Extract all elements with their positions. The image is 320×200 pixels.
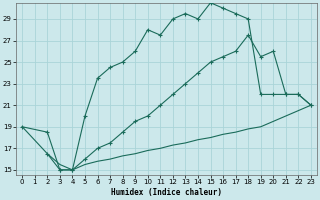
X-axis label: Humidex (Indice chaleur): Humidex (Indice chaleur) [111, 188, 222, 197]
